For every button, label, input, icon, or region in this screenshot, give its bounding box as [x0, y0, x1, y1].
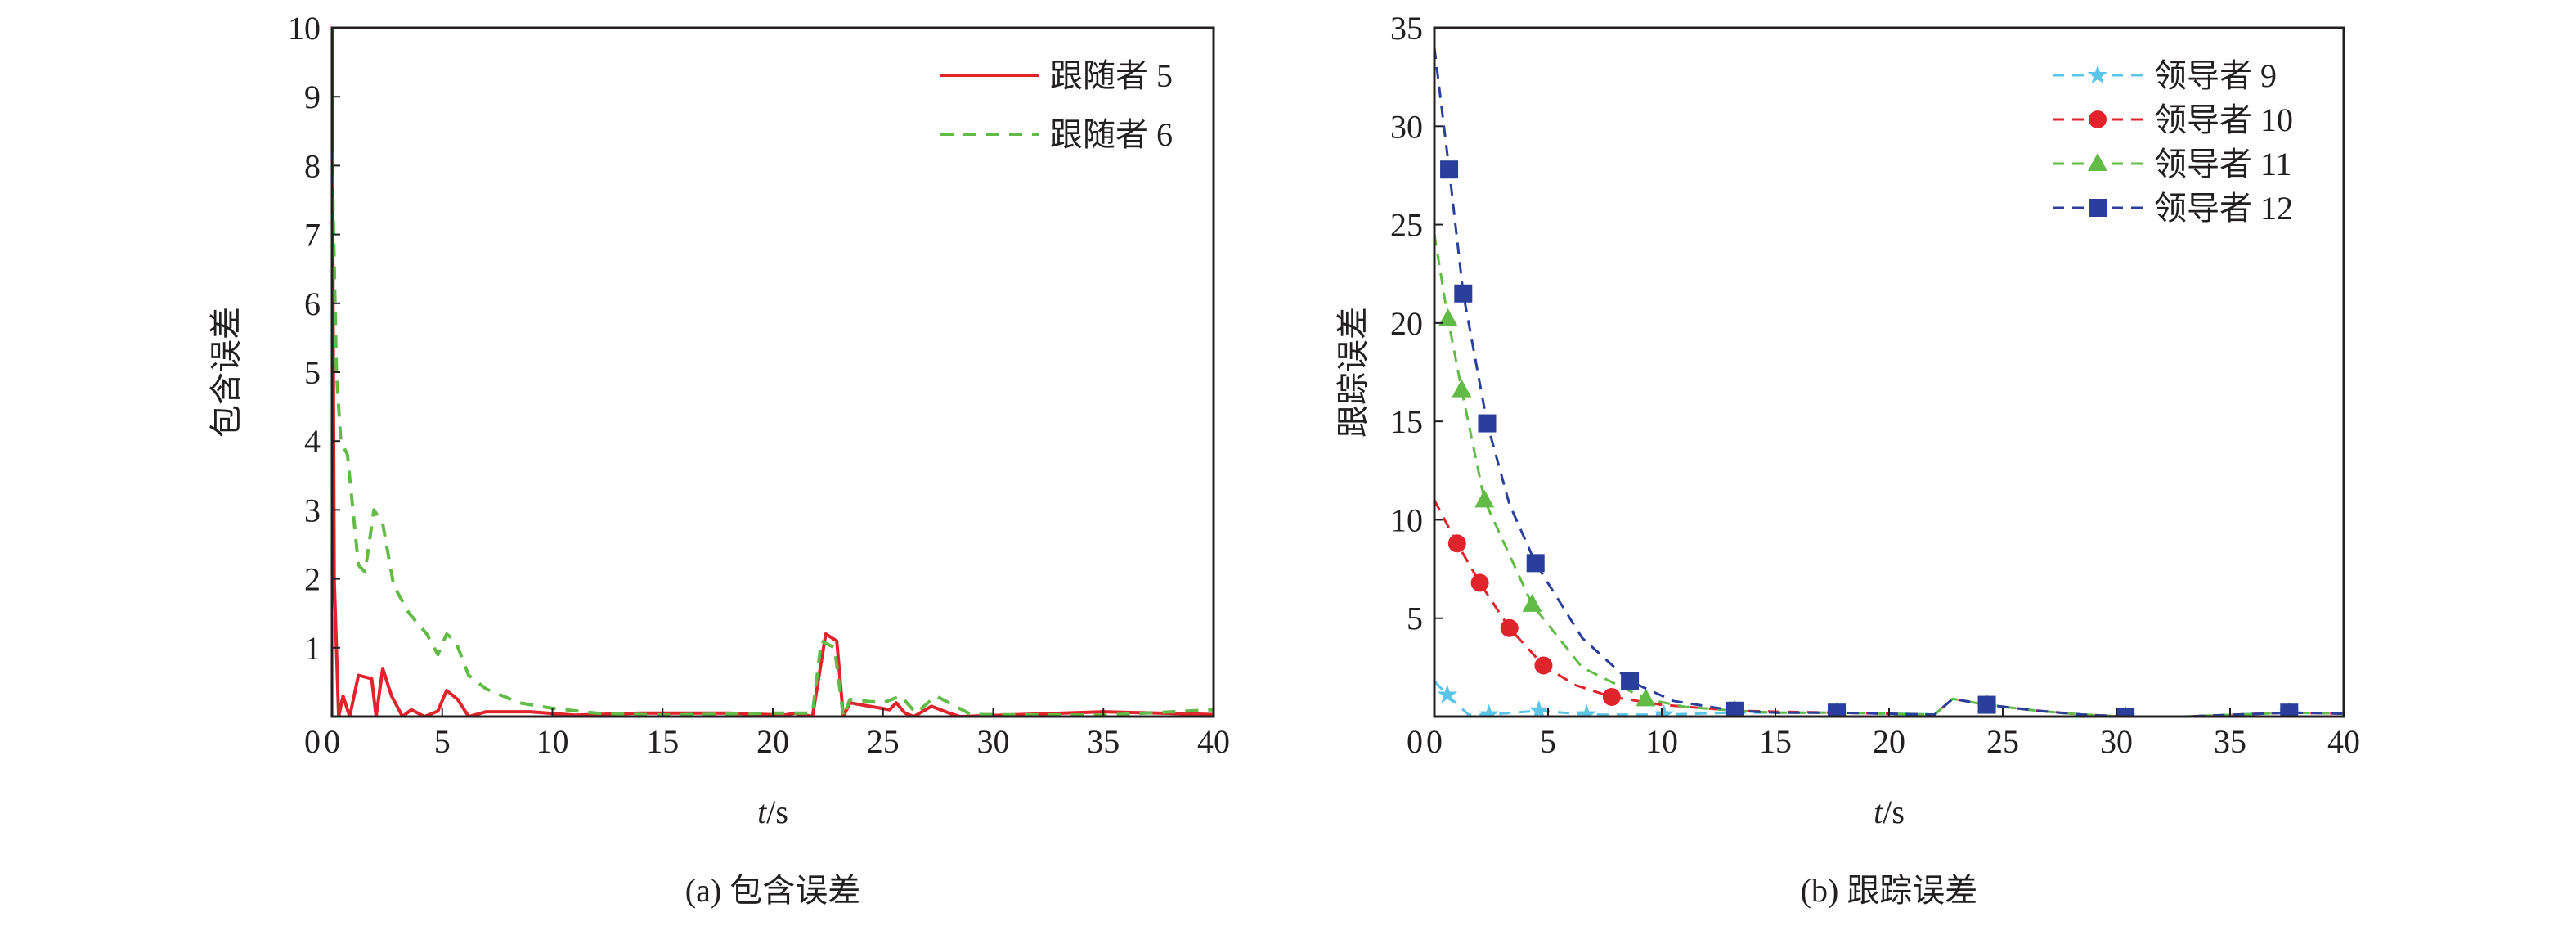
marker-triangle	[2088, 153, 2107, 171]
series-2	[1434, 499, 2344, 717]
marker-star	[1528, 699, 1550, 717]
marker-square	[2116, 708, 2135, 717]
y-tick-label: 6	[304, 285, 321, 322]
marker-circle	[1470, 573, 1489, 592]
x-tick-label: 30	[2100, 723, 2133, 760]
series-line	[1434, 234, 2344, 717]
y-tick-label: 25	[1390, 207, 1423, 244]
marker-square	[1725, 701, 1744, 717]
y-tick-label: 10	[288, 10, 321, 47]
x-tick-label: 20	[756, 723, 789, 760]
marker-triangle	[1636, 688, 1656, 707]
marker-star	[1479, 703, 1500, 717]
legend-label: 领导者 11	[2154, 146, 2292, 182]
y-tick-label: 1	[304, 630, 321, 667]
chart-a-ylabel: 包含误差	[208, 307, 245, 438]
legend-item: 领导者 12	[2053, 190, 2293, 227]
marker-circle	[1534, 656, 1553, 675]
legend-item: 领导者 11	[2053, 146, 2292, 182]
legend-item: 领导者 9	[2053, 57, 2277, 94]
y-tick-label: 9	[304, 79, 321, 115]
marker-square	[1828, 703, 1847, 717]
x-tick-label: 5	[1540, 723, 1556, 760]
x-tick-label: 0	[324, 723, 340, 760]
chart-b-caption: (b) 跟踪误差	[1801, 872, 1978, 909]
marker-triangle	[1474, 489, 1495, 508]
legend-item: 跟随者 5	[940, 57, 1173, 94]
marker-square	[2280, 703, 2299, 717]
legend-label: 领导者 12	[2154, 190, 2293, 227]
y-tick-label: 3	[304, 492, 321, 528]
marker-square	[1440, 160, 1459, 179]
legend-label: 领导者 9	[2154, 57, 2277, 94]
chart-a-xlabel: t/s	[757, 793, 788, 830]
x-tick-label: 35	[1087, 723, 1120, 760]
legend-label: 领导者 10	[2154, 101, 2293, 138]
x-tick-label: 25	[1986, 723, 2019, 760]
legend-label: 跟随者 6	[1050, 116, 1173, 153]
y-tick-label: 2	[304, 561, 321, 598]
x-tick-label: 5	[434, 723, 451, 760]
marker-star	[2087, 65, 2108, 84]
y-tick-label: 7	[304, 217, 321, 254]
x-tick-label: 40	[2327, 723, 2360, 760]
marker-circle	[1447, 534, 1466, 553]
marker-square	[1977, 695, 1996, 714]
chart-b-xlabel-unit: /s	[1883, 793, 1905, 830]
y-tick-label: 35	[1390, 10, 1423, 47]
x-tick-label: 15	[646, 723, 679, 760]
x-tick-label: 10	[536, 723, 569, 760]
chart-a-xlabel-unit: /s	[766, 793, 788, 830]
x-tick-label: 35	[2214, 723, 2246, 760]
marker-star	[1437, 684, 1458, 704]
origin-label: 0	[1407, 723, 1423, 760]
x-tick-label: 40	[1197, 723, 1230, 760]
origin-label: 0	[304, 723, 321, 760]
y-tick-label: 8	[304, 147, 321, 184]
y-tick-label: 4	[304, 423, 321, 460]
marker-star	[1654, 703, 1675, 717]
legend-item: 跟随者 6	[940, 116, 1173, 153]
series-line	[332, 151, 1214, 717]
marker-square	[1621, 672, 1640, 690]
series-line	[1434, 499, 2344, 717]
chart-a-xlabel-var: t	[757, 793, 767, 830]
marker-circle	[2089, 110, 2107, 128]
marker-circle	[1602, 687, 1621, 706]
marker-square	[2089, 199, 2107, 217]
chart-b-xlabel-var: t	[1874, 793, 1883, 830]
marker-square	[1478, 414, 1497, 433]
series-3	[1434, 234, 2344, 717]
legend-label: 跟随者 5	[1050, 57, 1173, 94]
marker-square	[1454, 284, 1473, 303]
chart-a-caption: (a) 包含误差	[685, 872, 860, 909]
y-tick-label: 5	[1407, 600, 1423, 637]
x-tick-label: 10	[1645, 723, 1678, 760]
marker-circle	[1500, 618, 1519, 637]
series-2	[332, 151, 1214, 717]
marker-triangle	[1522, 593, 1542, 612]
x-tick-label: 25	[867, 723, 900, 760]
x-tick-label: 20	[1873, 723, 1905, 760]
marker-triangle	[1438, 308, 1458, 327]
y-tick-label: 10	[1390, 501, 1423, 538]
x-tick-label: 0	[1426, 723, 1443, 760]
y-tick-label: 30	[1390, 108, 1423, 145]
x-tick-label: 30	[977, 723, 1010, 760]
y-tick-label: 5	[304, 354, 321, 391]
chart-b-tracking-error: 跟踪误差 t/s (b) 跟踪误差 领导者 9 领导者 10 领导者 11 领导者 1…	[1335, 10, 2360, 909]
legend-item: 领导者 10	[2053, 101, 2293, 138]
y-tick-label: 15	[1390, 403, 1423, 440]
x-tick-label: 15	[1759, 723, 1792, 760]
chart-b-ylabel: 跟踪误差	[1335, 307, 1371, 438]
chart-b-xlabel: t/s	[1874, 793, 1905, 830]
marker-triangle	[1452, 379, 1472, 398]
series-1	[1434, 680, 2344, 717]
marker-star	[1576, 703, 1597, 717]
marker-square	[1526, 554, 1545, 573]
y-tick-label: 20	[1390, 305, 1423, 342]
